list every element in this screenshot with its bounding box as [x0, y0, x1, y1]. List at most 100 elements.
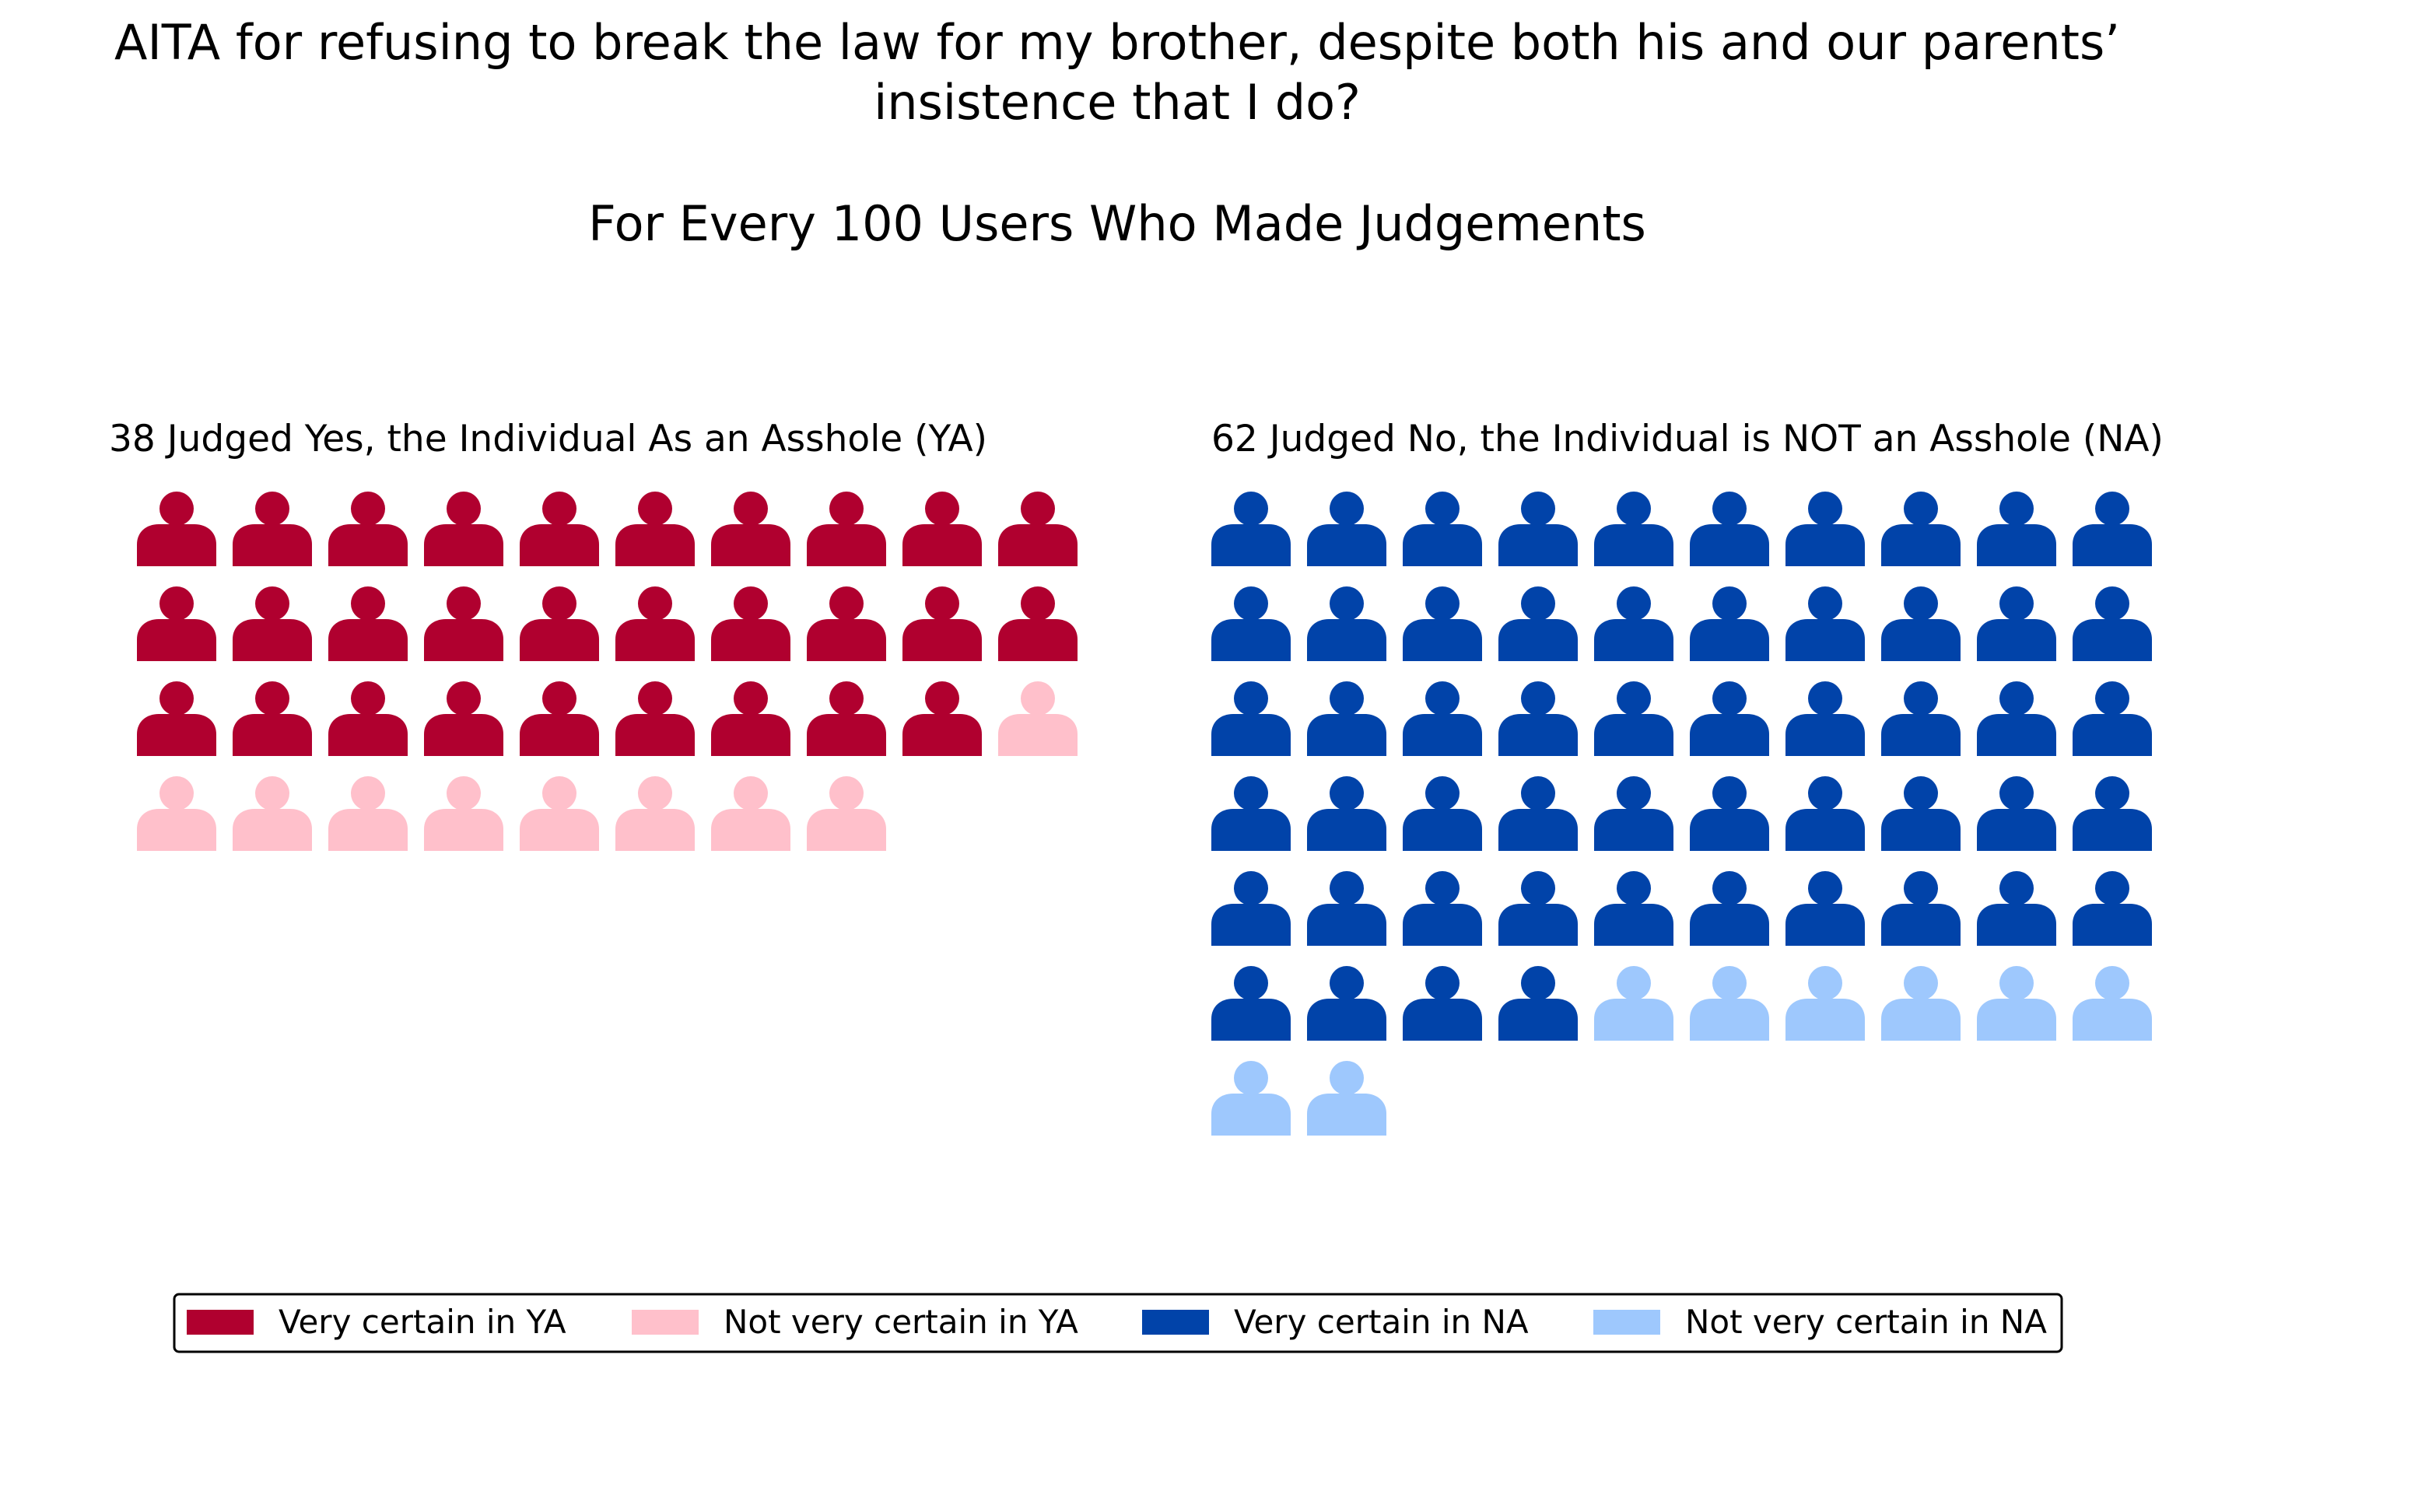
person-icon-very-certain-in-na [1881, 776, 1961, 851]
person-icon-very-certain-in-ya [424, 586, 503, 661]
chart-subtitle: For Every 100 Users Who Made Judgements [588, 195, 1646, 252]
legend-swatch-very-certain-na [1142, 1310, 1209, 1335]
person-icon-very-certain-in-na [2073, 776, 2152, 851]
person-icon-very-certain-in-ya [233, 586, 312, 661]
person-icon-not-very-certain-in-na [1594, 966, 1673, 1041]
person-icon-very-certain-in-na [1785, 871, 1865, 946]
person-icon-very-certain-in-na [1498, 586, 1578, 661]
person-icon-very-certain-in-na [2073, 871, 2152, 946]
person-icon-very-certain-in-na [1307, 966, 1386, 1041]
person-icon-very-certain-in-ya [424, 492, 503, 566]
person-icon-very-certain-in-ya [711, 586, 790, 661]
person-icon-not-very-certain-in-ya [233, 776, 312, 851]
person-icon-very-certain-in-na [1977, 871, 2056, 946]
person-icon-very-certain-in-ya [137, 492, 216, 566]
person-icon-very-certain-in-na [1785, 776, 1865, 851]
person-icon-very-certain-in-na [1881, 492, 1961, 566]
person-icon-very-certain-in-na [1211, 586, 1291, 661]
person-icon-very-certain-in-na [1785, 681, 1865, 756]
person-icon-very-certain-in-ya [998, 586, 1078, 661]
person-icon-very-certain-in-ya [137, 586, 216, 661]
person-icon-very-certain-in-ya [137, 681, 216, 756]
person-icon-very-certain-in-na [2073, 492, 2152, 566]
person-icon-very-certain-in-ya [520, 492, 599, 566]
person-icon-very-certain-in-ya [328, 586, 408, 661]
panel-na: 62 Judged No, the Individual is NOT an A… [1211, 418, 2164, 1136]
person-icon-not-very-certain-in-na [1211, 1061, 1291, 1136]
person-icon-very-certain-in-na [1498, 966, 1578, 1041]
person-icon-very-certain-in-na [1594, 871, 1673, 946]
panel-ya: 38 Judged Yes, the Individual As an Assh… [109, 418, 1078, 851]
person-icon-very-certain-in-na [1211, 871, 1291, 946]
person-icon-very-certain-in-ya [615, 586, 695, 661]
person-icon-very-certain-in-na [1211, 966, 1291, 1041]
person-icon-very-certain-in-na [1498, 776, 1578, 851]
person-icon-very-certain-in-ya [998, 492, 1078, 566]
icon-grid-ya [137, 492, 1078, 851]
person-icon-not-very-certain-in-ya [711, 776, 790, 851]
legend-swatch-not-very-certain-ya [632, 1310, 699, 1335]
person-icon-very-certain-in-na [1498, 871, 1578, 946]
icon-grid-na [1211, 492, 2152, 1136]
person-icon-very-certain-in-na [1977, 681, 2056, 756]
person-icon-very-certain-in-na [1594, 776, 1673, 851]
legend-frame [173, 1293, 2063, 1353]
person-icon-very-certain-in-na [1881, 586, 1961, 661]
person-icon-not-very-certain-in-ya [807, 776, 886, 851]
person-icon-not-very-certain-in-ya [520, 776, 599, 851]
person-icon-very-certain-in-na [1594, 492, 1673, 566]
person-icon-very-certain-in-ya [233, 492, 312, 566]
person-icon-very-certain-in-ya [807, 492, 886, 566]
person-icon-not-very-certain-in-na [1977, 966, 2056, 1041]
person-icon-not-very-certain-in-na [1881, 966, 1961, 1041]
person-icon-very-certain-in-na [1403, 776, 1482, 851]
person-icon-very-certain-in-ya [615, 681, 695, 756]
chart-title-line-2: insistence that I do? [874, 74, 1361, 131]
person-icon-not-very-certain-in-ya [615, 776, 695, 851]
person-icon-very-certain-in-na [1690, 492, 1769, 566]
person-icon-not-very-certain-in-ya [137, 776, 216, 851]
person-icon-very-certain-in-na [2073, 586, 2152, 661]
person-icon-very-certain-in-ya [520, 681, 599, 756]
panel-title-na: 62 Judged No, the Individual is NOT an A… [1211, 418, 2164, 460]
legend-label-not-very-certain-na: Not very certain in NA [1685, 1303, 2047, 1341]
legend: Very certain in YA Not very certain in Y… [173, 1293, 2063, 1353]
person-icon-not-very-certain-in-ya [328, 776, 408, 851]
person-icon-not-very-certain-in-ya [998, 681, 1078, 756]
person-icon-very-certain-in-na [1881, 681, 1961, 756]
person-icon-very-certain-in-na [1690, 871, 1769, 946]
person-icon-very-certain-in-na [1690, 681, 1769, 756]
person-icon-very-certain-in-na [1403, 586, 1482, 661]
person-icon-very-certain-in-na [1403, 681, 1482, 756]
legend-label-very-certain-na: Very certain in NA [1234, 1303, 1529, 1341]
person-icon-not-very-certain-in-na [1690, 966, 1769, 1041]
legend-swatch-very-certain-ya [187, 1310, 254, 1335]
person-icon-very-certain-in-na [1211, 681, 1291, 756]
person-icon-very-certain-in-ya [902, 681, 982, 756]
person-icon-very-certain-in-ya [807, 681, 886, 756]
panel-title-ya: 38 Judged Yes, the Individual As an Assh… [109, 418, 987, 460]
person-icon-very-certain-in-na [1690, 586, 1769, 661]
person-icon-very-certain-in-ya [424, 681, 503, 756]
person-icon-very-certain-in-na [1403, 966, 1482, 1041]
person-icon-not-very-certain-in-na [1785, 966, 1865, 1041]
person-icon-very-certain-in-ya [807, 586, 886, 661]
person-icon-very-certain-in-na [1690, 776, 1769, 851]
person-icon-very-certain-in-na [1211, 492, 1291, 566]
person-icon-very-certain-in-na [1977, 586, 2056, 661]
person-icon-very-certain-in-ya [233, 681, 312, 756]
person-icon-very-certain-in-ya [711, 681, 790, 756]
person-icon-very-certain-in-na [1307, 776, 1386, 851]
person-icon-very-certain-in-ya [328, 681, 408, 756]
person-icon-not-very-certain-in-na [1307, 1061, 1386, 1136]
person-icon-very-certain-in-na [1307, 681, 1386, 756]
person-icon-very-certain-in-ya [615, 492, 695, 566]
person-icon-very-certain-in-ya [328, 492, 408, 566]
person-icon-very-certain-in-na [1785, 492, 1865, 566]
person-icon-not-very-certain-in-ya [424, 776, 503, 851]
person-icon-very-certain-in-na [1977, 492, 2056, 566]
person-icon-very-certain-in-na [1307, 492, 1386, 566]
person-icon-very-certain-in-na [1785, 586, 1865, 661]
chart-title-line-1: AITA for refusing to break the law for m… [114, 14, 2120, 71]
